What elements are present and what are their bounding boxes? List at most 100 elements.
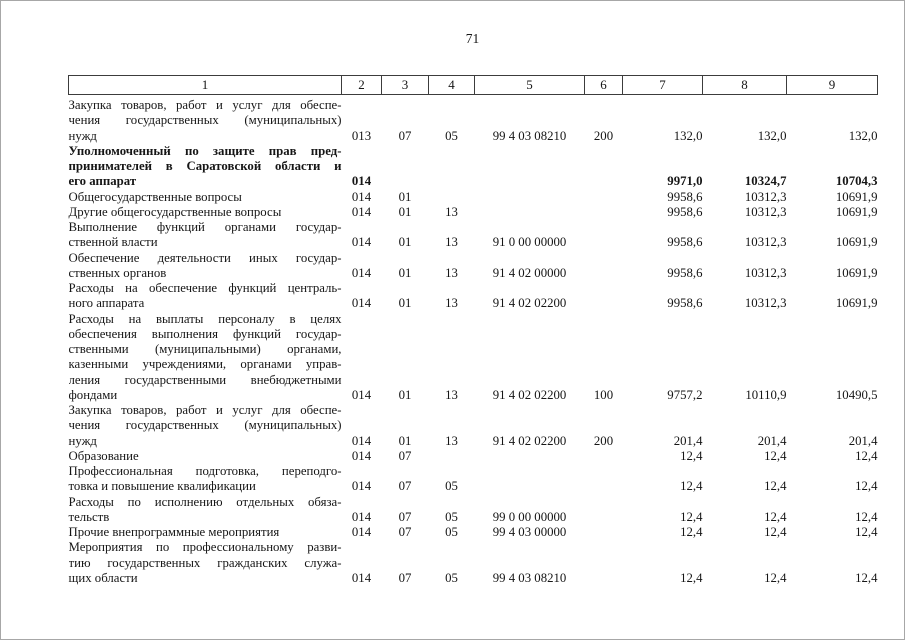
table-cell: 12,4 (855, 525, 878, 539)
table-cell (585, 144, 623, 190)
table-cell: 9757,2 (667, 387, 703, 402)
table-cell: 9958,6 (667, 204, 703, 219)
row-label-line: Расходы на обеспечение функций централь- (68, 281, 342, 295)
table-cell (585, 449, 623, 464)
table-cell: 12,4 (855, 570, 878, 585)
table-row: Другие общегосударственные вопросы 014 01 1… (69, 205, 878, 220)
column-header: 4 (428, 75, 475, 95)
column-header: 7 (622, 75, 703, 95)
table-cell: 99 4 03 08210 (492, 570, 567, 585)
row-label-line: нужд (68, 128, 97, 143)
table-cell: 07 (398, 479, 412, 494)
row-label-line: Выполнение функций органами государ- (68, 220, 342, 234)
row-label: Уполномоченный по защите прав пред-прини… (69, 144, 342, 190)
table-cell: 13 (445, 296, 458, 311)
row-label-line: ственной власти (68, 235, 158, 250)
row-label-line: Расходы по исполнению отдельных обяза- (68, 494, 342, 509)
table-cell: 10324,7 (744, 174, 787, 189)
table-cell: 91 4 02 02200 (492, 433, 567, 448)
row-label-line: Профессиональная подготовка, переподго- (68, 464, 342, 478)
table-cell: 91 4 02 02200 (492, 387, 567, 402)
table-cell: 12,4 (855, 479, 878, 494)
table-cell: 10691,9 (835, 189, 878, 204)
row-label-line: ственных органов (68, 265, 167, 280)
table-cell: 014 (351, 570, 372, 585)
table-row: Расходы по исполнению отдельных обяза-те… (69, 495, 878, 526)
table-cell: 014 (351, 509, 372, 524)
table-cell: 10312,3 (744, 235, 787, 250)
table-cell: 12,4 (764, 570, 787, 585)
table-cell: 99 0 00 00000 (492, 509, 567, 524)
table-cell: 10490,5 (835, 387, 878, 402)
table-cell (585, 495, 623, 526)
row-label: Прочие внепрограммные мероприятия (69, 525, 342, 540)
table-row: Расходы на обеспечение функций централь-… (69, 281, 878, 312)
table-cell: 201,4 (757, 433, 787, 448)
column-header: 5 (474, 75, 585, 95)
table-cell: 10691,9 (835, 204, 878, 219)
table-cell: 07 (398, 570, 412, 585)
row-label-line: ственными (муниципальными) органами, (68, 342, 342, 356)
table-cell (585, 190, 623, 205)
row-label-line: чения государственных (муниципальных) (68, 113, 342, 128)
table-row: Образование 014 07 12,4 12,4 12,4 (69, 449, 878, 464)
table-cell: 013 (351, 128, 372, 143)
table-cell (585, 281, 623, 312)
column-header: 3 (381, 75, 429, 95)
table-cell (429, 449, 475, 464)
table-cell (429, 144, 475, 190)
table-cell: 12,4 (855, 448, 878, 463)
table-cell: 07 (398, 509, 412, 524)
table-cell: 014 (351, 433, 372, 448)
table-cell: 91 4 02 02200 (492, 296, 567, 311)
row-label-line: Расходы на выплаты персоналу в целях (68, 311, 342, 326)
table-cell: 9958,6 (667, 296, 703, 311)
table-cell: 200 (593, 433, 614, 448)
table-cell: 10691,9 (835, 296, 878, 311)
table-row: Закупка товаров, работ и услуг для обесп… (69, 95, 878, 144)
table-cell: 12,4 (855, 509, 878, 524)
table-row: Прочие внепрограммные мероприятия 014 07 05… (69, 525, 878, 540)
table-cell: 10704,3 (835, 174, 878, 189)
table-cell: 9958,6 (667, 235, 703, 250)
table-row: Обеспечение деятельности иных государ-ст… (69, 251, 878, 282)
row-label: Другие общегосударственные вопросы (69, 205, 342, 220)
row-label-line: Мероприятия по профессиональному разви- (68, 540, 342, 555)
row-label-line: щих области (68, 570, 138, 585)
table-cell: 10312,3 (744, 204, 787, 219)
table-cell (382, 144, 429, 190)
table-cell: 10691,9 (835, 265, 878, 280)
table-cell: 05 (445, 128, 458, 143)
table-cell: 07 (398, 525, 412, 539)
table-cell: 014 (351, 387, 372, 402)
table-cell: 014 (351, 296, 372, 311)
table-cell: 014 (351, 235, 372, 250)
table-row: Расходы на выплаты персоналу в целях обес… (69, 312, 878, 404)
table-cell: 07 (398, 128, 412, 143)
table-cell: 10312,3 (744, 189, 787, 204)
row-label: Расходы по исполнению отдельных обяза-те… (69, 495, 342, 526)
column-header: 2 (341, 75, 382, 95)
row-label-line: Общегосударственные вопросы (68, 189, 242, 204)
table-cell: 12,4 (764, 509, 787, 524)
table-cell: 01 (398, 433, 412, 448)
table-cell: 9958,6 (667, 265, 703, 280)
row-label-line: Прочие внепрограммные мероприятия (68, 525, 280, 539)
row-label: Профессиональная подготовка, переподго-т… (69, 464, 342, 495)
table-cell (475, 449, 585, 464)
table-cell (475, 144, 585, 190)
row-label-line: Уполномоченный по защите прав пред- (68, 143, 342, 158)
row-label-line: чения государственных (муниципальных) (68, 418, 342, 433)
table-row: Закупка товаров, работ и услуг для обесп… (69, 403, 878, 449)
table-cell: 132,0 (673, 128, 703, 143)
table-cell: 201,4 (848, 433, 878, 448)
table-cell: 12,4 (764, 479, 787, 494)
row-label-line: ного аппарата (68, 296, 145, 311)
table-cell: 01 (398, 204, 412, 219)
table-cell (585, 251, 623, 282)
row-label: Образование (69, 449, 342, 464)
table-cell: 13 (445, 265, 458, 280)
table-cell: 07 (398, 448, 412, 463)
